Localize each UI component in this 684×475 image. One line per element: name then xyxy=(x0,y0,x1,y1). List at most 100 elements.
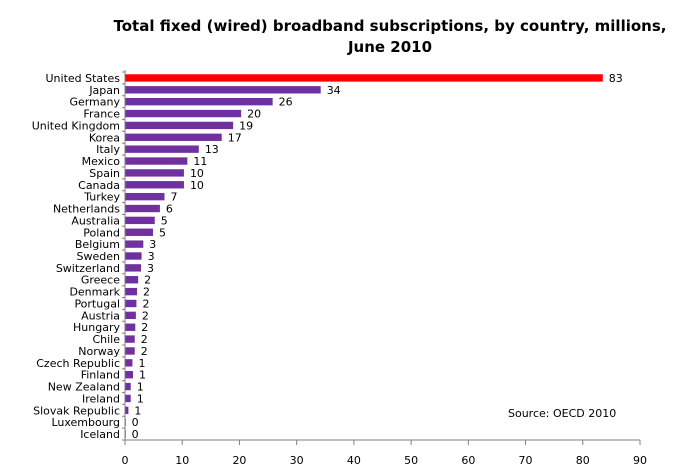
category-label: Slovak Republic xyxy=(33,404,120,417)
axes-group: 0 10 20 30 40 50 60 70 80 90 xyxy=(122,70,647,467)
chart-title-line1: Total fixed (wired) broadband subscripti… xyxy=(114,17,667,35)
category-label: Mexico xyxy=(82,155,121,168)
bar-23 xyxy=(125,347,135,355)
category-label: Australia xyxy=(71,214,120,227)
bar-7 xyxy=(125,157,188,165)
category-label: Finland xyxy=(81,369,120,382)
category-label: Austria xyxy=(81,309,120,322)
x-tick-label: 90 xyxy=(633,454,647,467)
bar-13 xyxy=(125,228,154,236)
x-tick-label: 20 xyxy=(232,454,246,467)
bar-4 xyxy=(125,121,234,130)
bar-17 xyxy=(125,276,139,284)
category-label: Denmark xyxy=(69,286,120,299)
category-label: Japan xyxy=(88,84,120,97)
value-label: 10 xyxy=(190,179,204,192)
value-label: 5 xyxy=(159,226,166,239)
value-label: 1 xyxy=(137,392,144,405)
bar-26 xyxy=(125,382,131,391)
category-label: Czech Republic xyxy=(36,357,120,370)
value-label: 1 xyxy=(134,404,141,417)
value-label: 6 xyxy=(166,203,173,216)
value-label: 2 xyxy=(144,274,151,287)
bar-6 xyxy=(125,145,199,153)
category-label: Canada xyxy=(78,179,120,192)
value-labels-group: 8334262019171311101076553332222222111110… xyxy=(132,72,623,441)
bars-group xyxy=(125,74,603,438)
bar-15 xyxy=(125,252,142,260)
category-label: Belgium xyxy=(75,238,120,251)
value-label: 3 xyxy=(147,262,154,275)
bar-24 xyxy=(125,359,133,367)
bar-0 xyxy=(125,74,603,82)
value-label: 13 xyxy=(205,143,219,156)
value-label: 2 xyxy=(141,321,148,334)
category-label: Turkey xyxy=(83,191,120,204)
value-label: 17 xyxy=(228,131,242,144)
bar-3 xyxy=(125,109,242,118)
value-label: 26 xyxy=(279,96,293,109)
bar-16 xyxy=(125,264,142,272)
x-tick-label: 80 xyxy=(576,454,590,467)
bar-11 xyxy=(125,204,160,213)
category-label: Poland xyxy=(83,226,120,239)
value-label: 2 xyxy=(141,345,148,358)
value-label: 0 xyxy=(132,416,139,429)
value-label: 10 xyxy=(190,167,204,180)
source-note: Source: OECD 2010 xyxy=(508,407,616,420)
category-label: Switzerland xyxy=(56,262,120,275)
category-label: United Kingdom xyxy=(32,119,120,132)
chart-title-line2: June 2010 xyxy=(347,38,432,56)
bar-8 xyxy=(125,169,184,177)
bar-28 xyxy=(125,406,129,414)
x-tick-label: 10 xyxy=(175,454,189,467)
category-label: Chile xyxy=(92,333,120,346)
category-label: Spain xyxy=(89,167,120,180)
value-label: 2 xyxy=(143,286,150,299)
category-label: Hungary xyxy=(73,321,120,334)
value-label: 7 xyxy=(170,191,177,204)
x-tick-label: 30 xyxy=(290,454,304,467)
value-label: 1 xyxy=(139,369,146,382)
category-label: Portugal xyxy=(74,297,120,310)
bar-18 xyxy=(125,287,138,296)
bar-27 xyxy=(125,394,131,403)
bar-2 xyxy=(125,98,273,106)
value-label: 3 xyxy=(149,238,156,251)
category-label: Netherlands xyxy=(53,203,120,216)
value-label: 19 xyxy=(239,119,253,132)
category-label: France xyxy=(83,108,120,121)
category-label: United States xyxy=(46,72,121,85)
bar-12 xyxy=(125,216,155,225)
category-label: Korea xyxy=(89,131,120,144)
bar-1 xyxy=(125,86,321,94)
value-label: 1 xyxy=(137,381,144,394)
bar-22 xyxy=(125,335,135,343)
x-tick-label: 60 xyxy=(461,454,475,467)
x-tick-label: 70 xyxy=(519,454,533,467)
value-label: 5 xyxy=(161,214,168,227)
category-label: Sweden xyxy=(77,250,120,263)
value-label: 83 xyxy=(609,72,623,85)
value-label: 34 xyxy=(327,84,341,97)
category-label: Iceland xyxy=(80,428,120,441)
x-tick-label: 50 xyxy=(404,454,418,467)
value-label: 3 xyxy=(148,250,155,263)
category-label: Greece xyxy=(81,274,120,287)
category-label: Italy xyxy=(96,143,120,156)
bar-5 xyxy=(125,133,222,141)
bar-14 xyxy=(125,240,144,248)
x-tick-label: 40 xyxy=(347,454,361,467)
value-label: 2 xyxy=(141,333,148,346)
bar-10 xyxy=(125,192,165,201)
value-label: 0 xyxy=(132,428,139,441)
value-label: 2 xyxy=(142,297,149,310)
value-label: 1 xyxy=(138,357,145,370)
value-label: 11 xyxy=(193,155,207,168)
bar-9 xyxy=(125,181,184,189)
category-label: New Zealand xyxy=(48,381,120,394)
bar-19 xyxy=(125,299,137,308)
category-label: Ireland xyxy=(82,392,120,405)
